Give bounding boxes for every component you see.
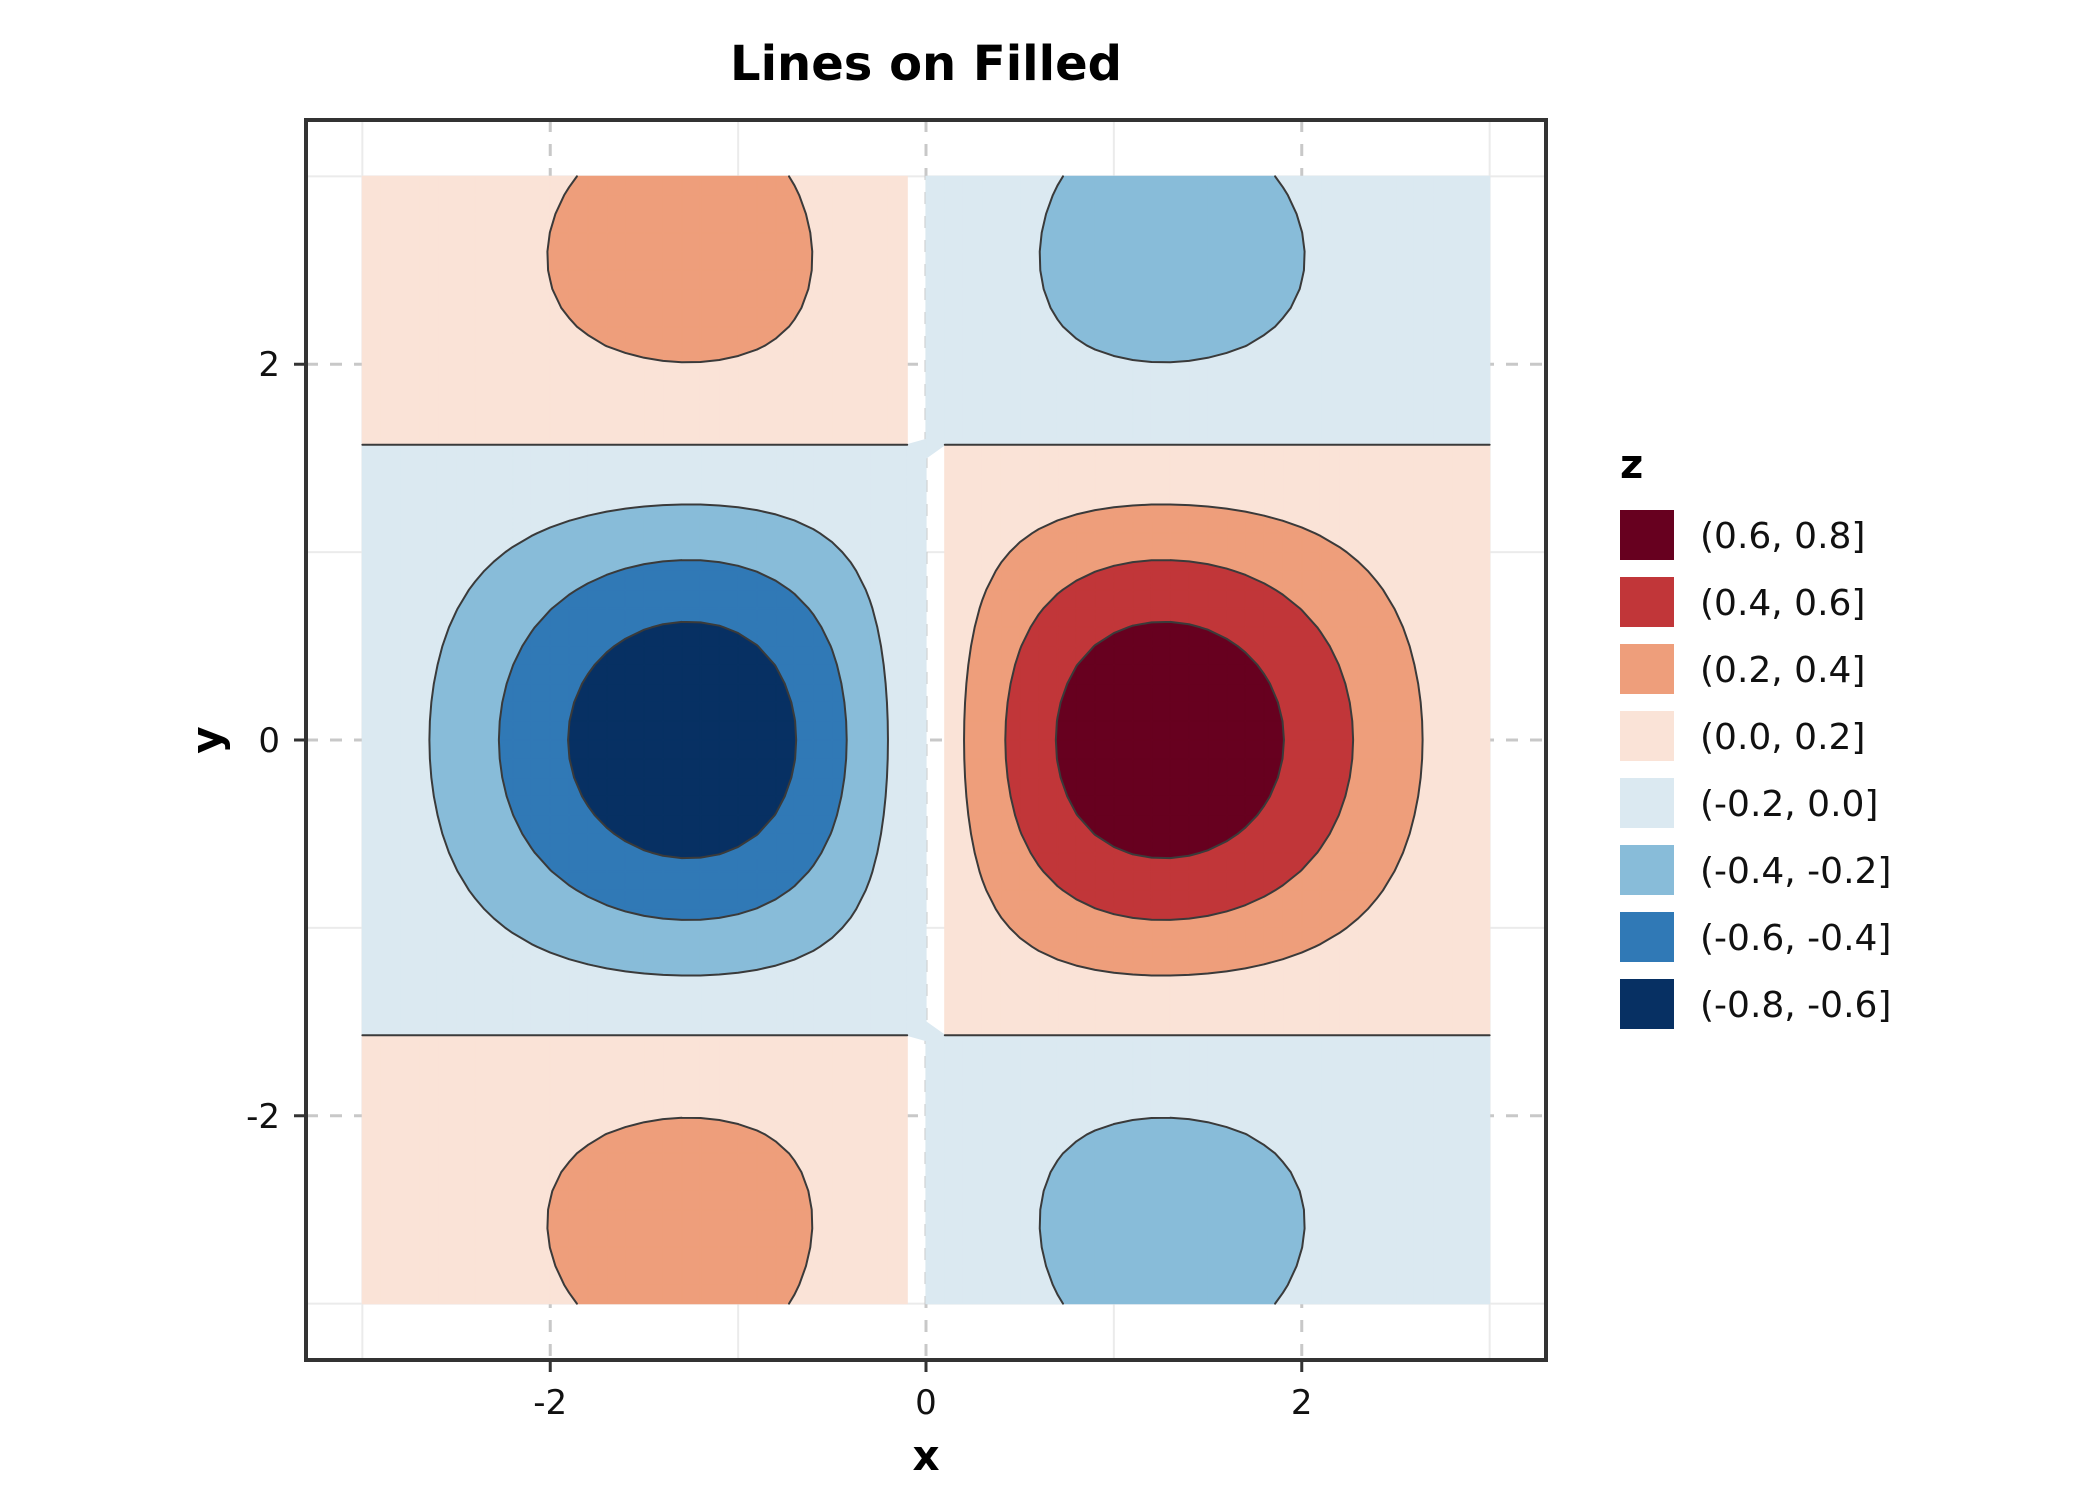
- contour-lines: [361, 175, 1491, 1305]
- legend-swatch-3: [1620, 711, 1674, 761]
- y-axis-ticks: -2 0 2: [246, 345, 306, 1137]
- y-tick-label-1: 0: [258, 721, 280, 761]
- contour-line-2: [497, 559, 848, 921]
- x-axis-ticks: -2 0 2: [533, 1360, 1313, 1423]
- contour-line-7: [1054, 620, 1285, 860]
- legend-label-4: (-0.2, 0.0]: [1700, 784, 1878, 825]
- x-tick-label-2: 2: [1291, 1383, 1313, 1423]
- legend-swatch-6: [1620, 912, 1674, 962]
- legend-label-1: (0.4, 0.6]: [1700, 583, 1865, 624]
- contour-band-4: [361, 175, 1491, 1305]
- x-tick-label-1: 0: [915, 1383, 937, 1423]
- legend-label-2: (0.2, 0.4]: [1700, 650, 1865, 691]
- contour-line-1: [567, 620, 798, 860]
- contour-line-6: [1004, 559, 1355, 921]
- contour-band-3: [361, 175, 1491, 1305]
- x-tick-label-0: -2: [533, 1383, 567, 1423]
- x-axis-title: x: [912, 1431, 939, 1480]
- legend-label-0: (0.6, 0.8]: [1700, 516, 1865, 557]
- contour-line-5: [546, 175, 1424, 1305]
- legend-label-6: (-0.6, -0.4]: [1700, 918, 1891, 959]
- legend-label-5: (-0.4, -0.2]: [1700, 851, 1891, 892]
- contour-line-3: [428, 175, 1306, 1305]
- contour-line-4: [361, 443, 1491, 1037]
- legend-swatch-4: [1620, 778, 1674, 828]
- legend-swatch-5: [1620, 845, 1674, 895]
- legend-swatch-7: [1620, 979, 1674, 1029]
- legend: z (0.6, 0.8] (0.4, 0.6] (0.2, 0.4] (0.0, 0.…: [1620, 442, 1891, 1029]
- y-axis-title: y: [182, 726, 231, 753]
- legend-swatch-0: [1620, 510, 1674, 560]
- chart-title: Lines on Filled: [730, 36, 1122, 92]
- legend-label-7: (-0.8, -0.6]: [1700, 985, 1891, 1026]
- legend-swatch-2: [1620, 644, 1674, 694]
- contour-fills: [361, 175, 1491, 1305]
- legend-swatch-1: [1620, 577, 1674, 627]
- y-tick-label-2: 2: [258, 345, 280, 385]
- y-tick-label-0: -2: [246, 1097, 280, 1137]
- legend-title: z: [1620, 442, 1643, 488]
- legend-label-3: (0.0, 0.2]: [1700, 717, 1865, 758]
